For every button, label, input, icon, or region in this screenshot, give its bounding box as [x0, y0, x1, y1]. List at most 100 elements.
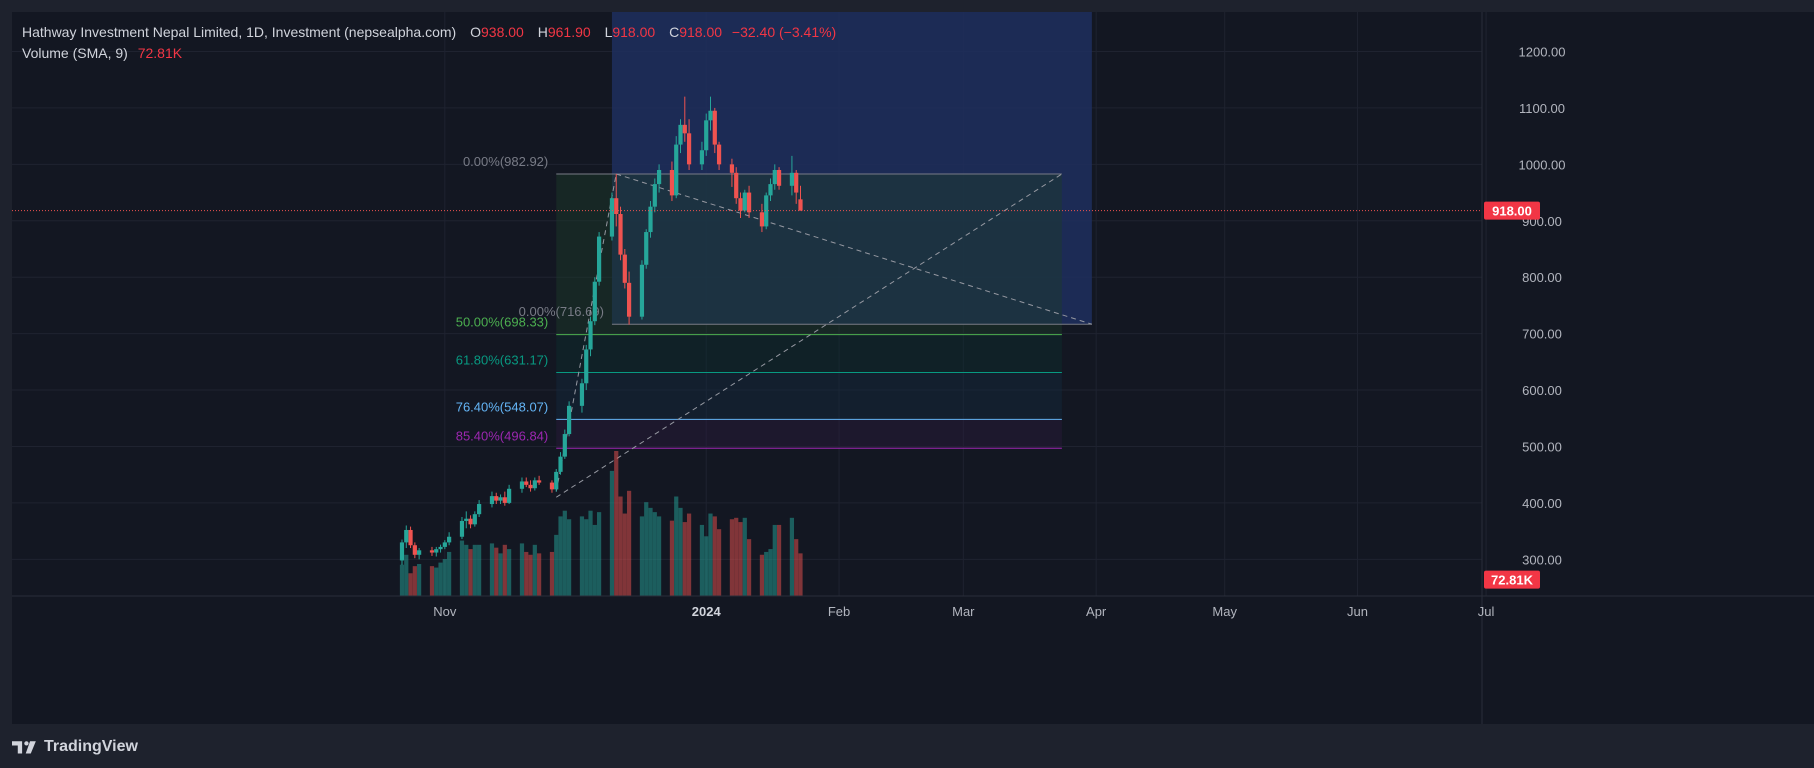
- candle-body: [712, 110, 717, 145]
- candle-body: [532, 480, 537, 489]
- volume-bar: [656, 516, 662, 596]
- chart-frame[interactable]: 0.00%(982.92) 0.00%(716.69) 50.00%(698.33)…: [12, 12, 1814, 724]
- last-price-tag: 918.00: [1484, 201, 1540, 220]
- candle-body: [498, 497, 503, 501]
- candle-body: [567, 405, 572, 435]
- volume-bar: [699, 524, 705, 596]
- time-axis-label: Jun: [1347, 604, 1368, 619]
- price-axis-label: 700.00: [1522, 327, 1562, 342]
- volume-bar: [472, 544, 477, 596]
- volume-bar: [648, 507, 653, 596]
- candle-body: [746, 192, 752, 213]
- candle-body: [794, 172, 799, 193]
- candle-body: [524, 481, 529, 485]
- volume-bar: [464, 544, 469, 596]
- volume-bar: [609, 470, 615, 596]
- volume-bar: [447, 551, 452, 596]
- candle-body: [408, 529, 413, 546]
- volume-bar: [742, 517, 747, 596]
- candle-body: [716, 144, 722, 165]
- time-axis-label: Mar: [952, 604, 975, 619]
- candle-body: [477, 504, 482, 515]
- candle-body: [686, 133, 692, 165]
- candle-body: [554, 471, 559, 490]
- candle-body: [438, 546, 443, 550]
- low-label: L: [604, 24, 613, 40]
- volume-bar: [704, 536, 709, 596]
- volume-bar: [567, 519, 572, 596]
- volume-bar: [537, 553, 542, 596]
- volume-bar: [558, 516, 563, 596]
- time-axis-label: Apr: [1086, 604, 1107, 619]
- trend-line: [616, 173, 1093, 325]
- candle-body: [764, 195, 769, 227]
- volume-bar: [519, 543, 525, 596]
- volume-bar: [459, 540, 465, 596]
- candle-body: [648, 206, 653, 233]
- volume-bar: [588, 510, 593, 596]
- volume-bar: [429, 566, 435, 596]
- high-label: H: [537, 24, 548, 40]
- candle-body: [682, 124, 687, 134]
- volume-bar: [532, 544, 537, 596]
- price-axis-label: 1200.00: [1519, 44, 1566, 59]
- volume-bar: [614, 451, 619, 596]
- candle-body: [549, 482, 555, 490]
- candle-body: [472, 514, 477, 525]
- time-axis-label: Nov: [433, 604, 457, 619]
- candle-body: [678, 124, 683, 145]
- volume-bar: [507, 549, 512, 596]
- candle-body: [639, 264, 645, 317]
- candle-body: [417, 550, 422, 555]
- candle-body: [729, 164, 735, 173]
- volume-bar: [794, 539, 799, 596]
- volume-bar: [746, 539, 752, 596]
- volume-bar: [712, 516, 717, 596]
- volume-bar: [618, 496, 623, 596]
- candle-body: [584, 349, 589, 384]
- candle-body: [626, 282, 632, 317]
- fib-level-label: 61.80%(631.17): [456, 352, 549, 367]
- candle-body: [558, 456, 563, 472]
- volume-value: 72.81K: [137, 45, 183, 61]
- open-value: 938.00: [481, 24, 524, 40]
- symbol-legend[interactable]: Hathway Investment Nepal Limited, 1D, In…: [22, 24, 836, 40]
- candle-body: [489, 496, 495, 505]
- candle-body: [614, 198, 619, 215]
- brand[interactable]: TradingView: [12, 736, 138, 758]
- low-value: 918.00: [612, 24, 656, 40]
- price-axis-label: 1100.00: [1519, 101, 1565, 116]
- price-axis-label: 500.00: [1522, 439, 1562, 454]
- candle-body: [537, 480, 542, 483]
- candle-body: [738, 198, 743, 211]
- volume-bar: [734, 517, 739, 596]
- volume-bar: [579, 516, 585, 596]
- candle-body: [622, 254, 627, 283]
- candle-body: [588, 321, 593, 350]
- volume-bar: [498, 553, 503, 596]
- volume-bar: [622, 513, 627, 596]
- candle-body: [742, 192, 747, 211]
- price-axis-label: 800.00: [1522, 270, 1562, 285]
- volume-bar: [592, 524, 597, 596]
- price-axis-label: 1000.00: [1519, 157, 1566, 172]
- volume-bar: [442, 559, 447, 596]
- volume-bar: [412, 566, 417, 596]
- candle-body: [596, 236, 602, 282]
- volume-bar: [528, 554, 533, 596]
- high-value: 961.90: [547, 24, 591, 40]
- candle-body: [412, 545, 417, 555]
- fib-zone: [556, 372, 1062, 420]
- candlestick-chart[interactable]: 0.00%(982.92) 0.00%(716.69)50.00%(698.33)…: [12, 12, 1814, 724]
- volume-bar: [716, 529, 722, 596]
- volume-legend[interactable]: Volume (SMA, 9) 72.81K: [22, 45, 182, 61]
- volume-bar: [674, 496, 679, 596]
- candle-body: [429, 550, 435, 553]
- volume-bar: [789, 517, 795, 596]
- candle-body: [464, 518, 469, 521]
- volume-bar: [682, 522, 687, 596]
- candle-body: [609, 198, 615, 237]
- volume-bar: [584, 519, 589, 596]
- fib-level-label: 50.00%(698.33): [456, 315, 549, 330]
- volume-bar: [434, 567, 439, 596]
